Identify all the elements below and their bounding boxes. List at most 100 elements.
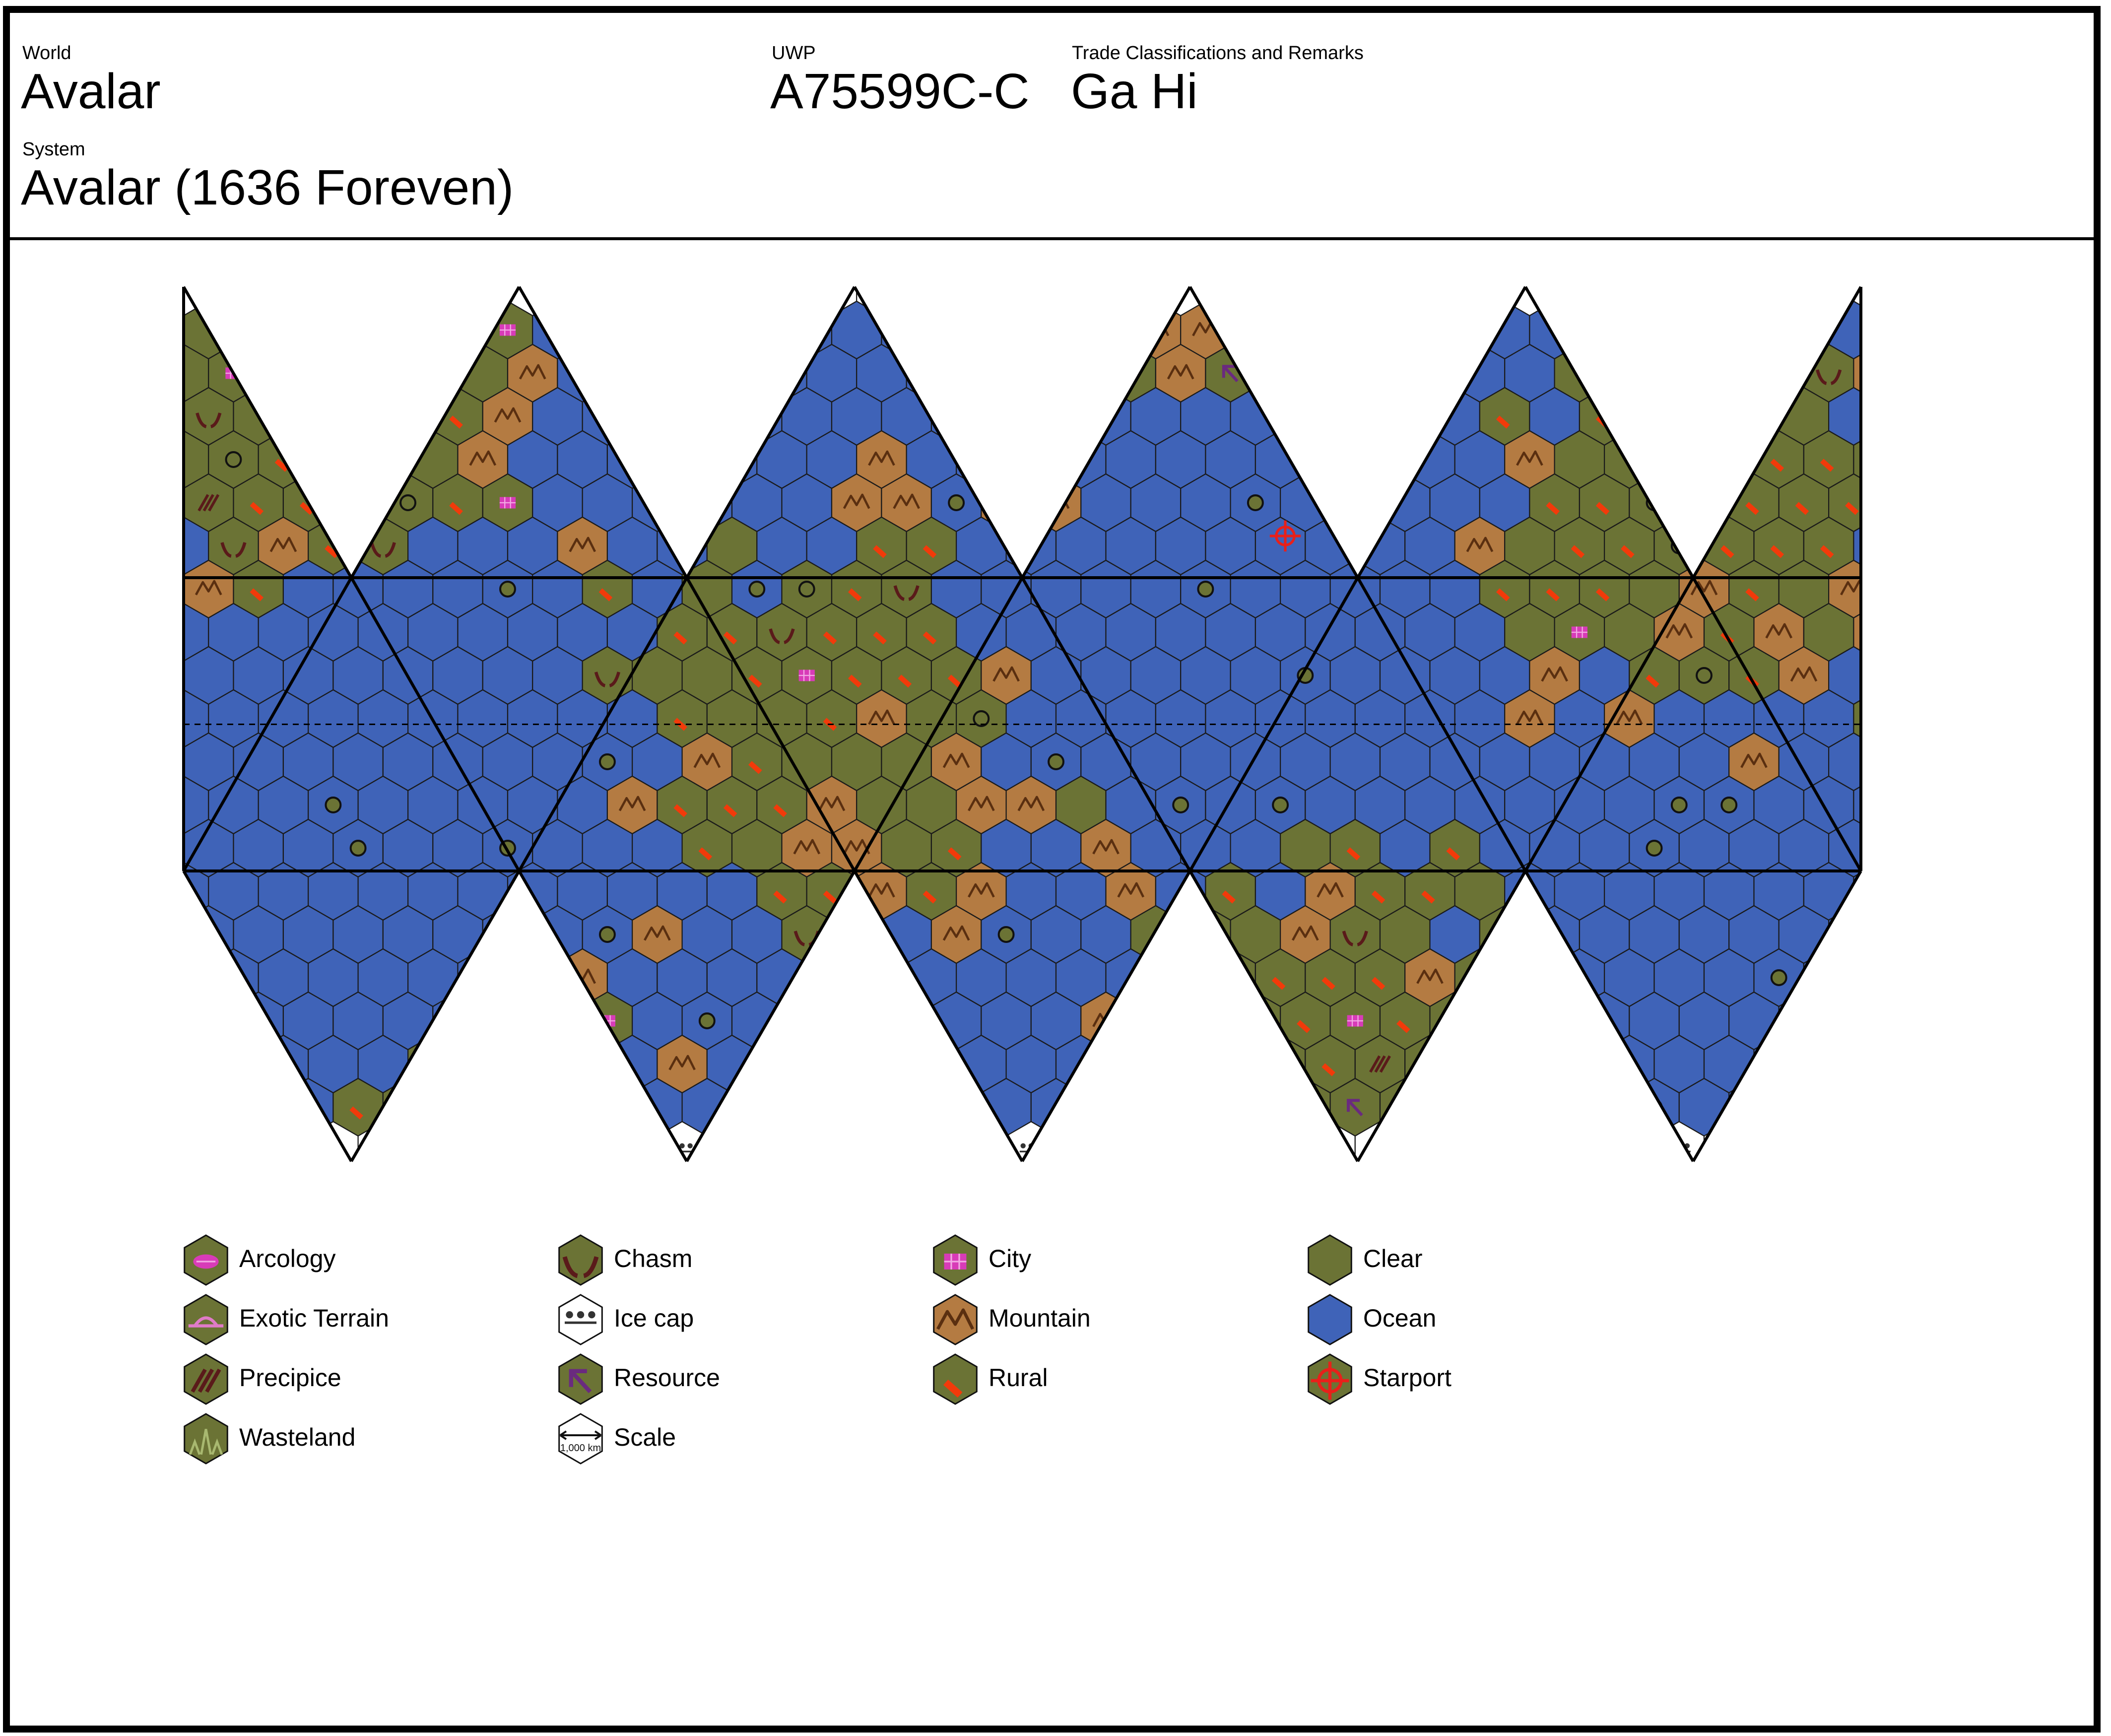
scale-icon: 1,000 km <box>558 1413 603 1465</box>
map-hex <box>507 948 558 1007</box>
map-hex <box>906 1121 957 1161</box>
map-hex <box>1604 287 1655 317</box>
map-hex <box>1080 1077 1131 1137</box>
map-hex <box>856 948 907 1007</box>
legend-label: Chasm <box>614 1245 693 1272</box>
svg-text:1,000 km: 1,000 km <box>560 1443 601 1454</box>
map-hex <box>1055 1121 1107 1161</box>
map-hex <box>332 300 384 360</box>
map-hex <box>731 300 783 360</box>
map-hex <box>109 863 158 920</box>
map-hex <box>1879 819 1929 877</box>
map-hex <box>283 1165 333 1222</box>
map-hex <box>732 1165 782 1222</box>
map-hex <box>606 287 658 317</box>
map-hex <box>1779 1165 1829 1222</box>
starport-icon <box>1308 1353 1352 1405</box>
map-hex <box>756 1121 807 1161</box>
uwp-value: A75599C-C <box>770 64 1030 119</box>
trade-label: Trade Classifications and Remarks <box>1072 43 1364 64</box>
legend-label: Ocean <box>1363 1304 1437 1332</box>
map-hex <box>631 387 683 446</box>
map-hex <box>1853 1121 1861 1161</box>
map-hex <box>1704 1208 1754 1266</box>
map-hex <box>1853 516 1861 576</box>
map-hex <box>482 1077 533 1137</box>
map-hex <box>208 1121 259 1161</box>
map-hex <box>1879 301 1929 359</box>
map-hex <box>1155 1121 1206 1161</box>
map-hex <box>1653 602 1705 662</box>
map-hex <box>383 1165 433 1222</box>
legend-label: Wasteland <box>239 1423 356 1451</box>
map-hex <box>1604 343 1655 403</box>
map-hex <box>1055 287 1107 317</box>
map-hex <box>184 387 185 446</box>
map-hex <box>930 1077 982 1137</box>
map-hex <box>981 1165 1031 1222</box>
map-hex <box>981 300 1032 360</box>
map-hex <box>1155 948 1206 1007</box>
map-hex <box>332 473 384 533</box>
map-hex <box>1753 287 1804 317</box>
map-hex <box>1853 689 1861 748</box>
map-hex <box>1379 387 1431 446</box>
map-hex <box>184 646 185 705</box>
map-hex <box>382 300 434 360</box>
map-hex <box>706 287 758 317</box>
world-name: Avalar <box>21 64 161 119</box>
map-hex <box>682 1165 732 1222</box>
map-hex <box>457 1121 509 1161</box>
map-hex <box>1305 430 1356 489</box>
map-hex <box>109 1208 158 1266</box>
map-hex <box>184 818 185 878</box>
map-hex <box>681 387 733 446</box>
map-hex <box>357 430 409 489</box>
map-hex <box>1879 1078 1929 1136</box>
map-hex <box>1653 430 1705 489</box>
arcology-icon <box>184 1234 228 1286</box>
map-hex <box>1430 1165 1480 1222</box>
map-hex <box>483 1165 532 1222</box>
map-hex <box>1554 1121 1605 1161</box>
map-hex <box>1879 388 1929 445</box>
map-hex <box>1305 343 1356 403</box>
map-hex <box>706 1121 758 1161</box>
map-hex <box>1678 473 1730 533</box>
map-hex <box>1031 1165 1081 1222</box>
map-hex <box>1879 1165 1929 1222</box>
map-hex <box>1231 1165 1281 1222</box>
map-hex <box>382 387 434 446</box>
map-hex <box>282 387 334 446</box>
map-hex <box>1130 1077 1182 1137</box>
map-hex <box>1703 287 1755 317</box>
map-hex <box>782 1165 832 1222</box>
map-hex <box>1753 1121 1804 1161</box>
legend-label: Clear <box>1363 1245 1423 1272</box>
map-hex <box>781 559 833 619</box>
map-hex <box>208 1034 259 1094</box>
map-hex <box>1280 300 1331 360</box>
map-hex <box>184 473 185 533</box>
map-hex <box>109 431 158 488</box>
map-hex <box>457 1034 509 1094</box>
wasteland-icon <box>184 1413 228 1465</box>
map-hex <box>184 559 185 619</box>
map-hex <box>1404 343 1455 403</box>
map-hex <box>631 300 683 360</box>
map-hex <box>508 1208 557 1266</box>
map-hex <box>1354 430 1406 489</box>
map-hex <box>1629 387 1680 446</box>
map-hex <box>857 1208 907 1266</box>
map-hex <box>184 948 209 1007</box>
map-hex <box>233 300 284 360</box>
map-hex <box>1454 1034 1506 1094</box>
map-hex <box>1354 343 1406 403</box>
map-hex <box>582 300 633 360</box>
map-hex <box>258 287 309 317</box>
map-hex <box>1853 1034 1861 1094</box>
map-hex <box>332 387 384 446</box>
map-hex <box>1055 343 1107 403</box>
map-hex <box>1654 1208 1705 1266</box>
